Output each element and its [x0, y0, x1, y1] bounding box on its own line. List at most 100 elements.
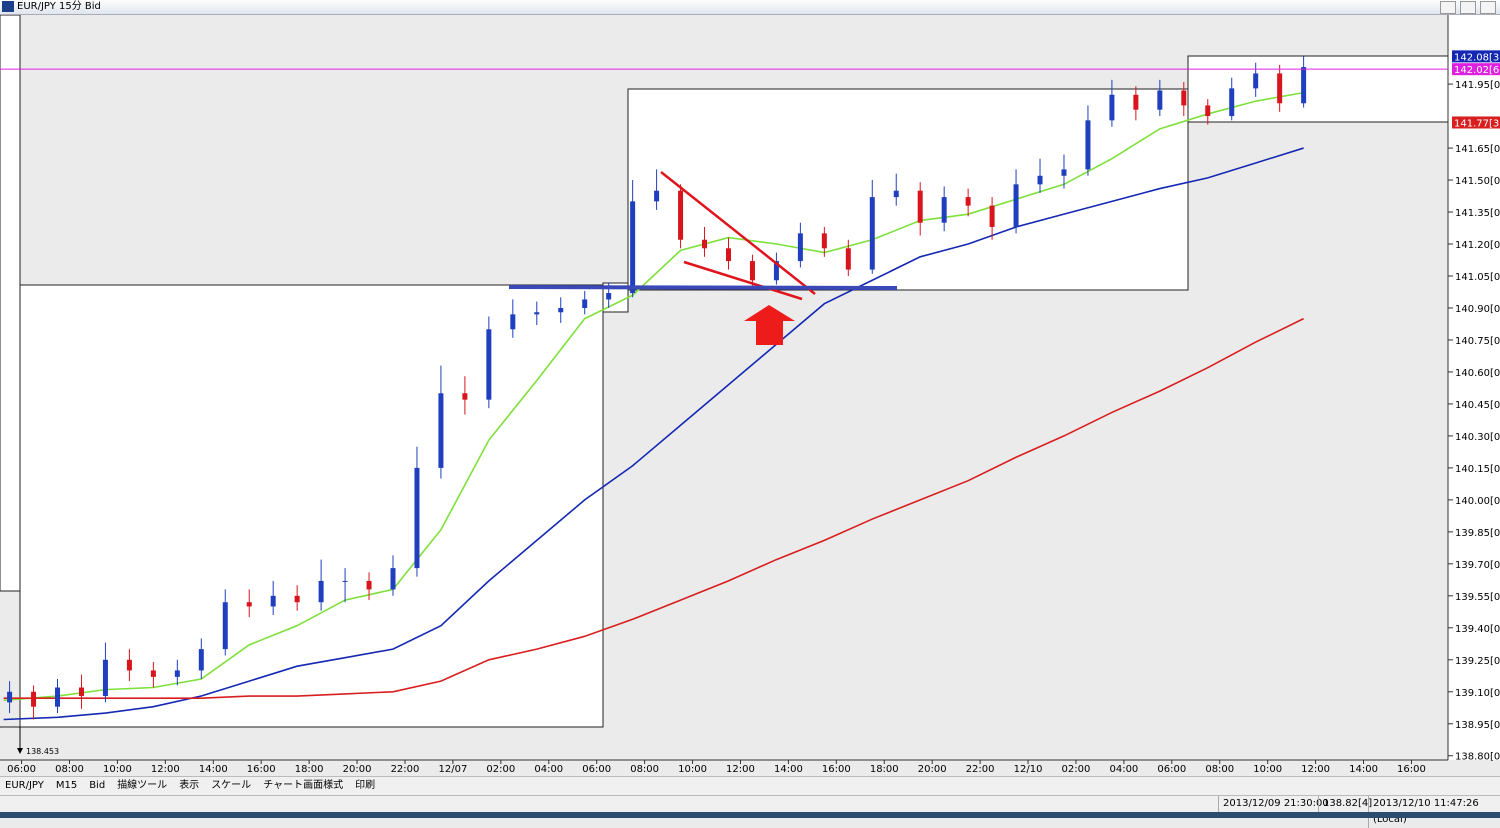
arrow	[744, 305, 795, 345]
y-tick-label: 141.20[0]	[1455, 240, 1500, 251]
y-tick-label: 140.45[0]	[1455, 400, 1500, 411]
maximize-button[interactable]	[1460, 1, 1476, 14]
toolbar-item[interactable]: M15	[55, 780, 78, 791]
price-tag-label: 141.77[3	[1454, 118, 1499, 129]
session-box	[0, 15, 21, 592]
candle-body	[270, 595, 276, 607]
candle-body	[102, 659, 108, 697]
candle-body	[1301, 67, 1307, 104]
candle-body	[438, 393, 444, 468]
status-field: 138.82[4]	[1318, 796, 1372, 812]
toolbar-item[interactable]: Bid	[89, 780, 106, 791]
candle-body	[174, 670, 180, 677]
candle-body	[893, 190, 899, 198]
candle-body	[222, 602, 228, 650]
x-tick-label: 10:00	[1253, 764, 1282, 775]
low-marker	[17, 748, 23, 754]
toolbar-item[interactable]: 描線ツール	[117, 780, 168, 791]
y-tick-label: 140.00[0]	[1455, 496, 1500, 507]
toolbar: EUR/JPY M15 Bid 描線ツール 表示 スケール チャート画面様式 印刷	[0, 776, 1500, 796]
candle-body	[773, 261, 779, 281]
close-button[interactable]	[1480, 1, 1496, 14]
status-field: 2013/12/09 21:30:00	[1218, 796, 1329, 812]
y-tick-label: 141.35[0]	[1455, 208, 1500, 219]
trend-line	[683, 260, 803, 301]
moving-average	[3, 317, 1304, 699]
x-tick-label: 14:00	[1349, 764, 1378, 775]
candle-body	[606, 293, 612, 300]
candle-body	[678, 190, 684, 240]
candle-body	[582, 299, 588, 308]
candle-body	[1013, 184, 1019, 227]
toolbar-item[interactable]: 印刷	[355, 780, 376, 791]
candle-body	[1085, 120, 1091, 170]
x-tick-label: 22:00	[966, 764, 995, 775]
y-tick-label: 138.95[0]	[1455, 720, 1500, 731]
minimize-button[interactable]	[1440, 1, 1456, 14]
x-tick-label: 16:00	[1397, 764, 1426, 775]
y-tick-label: 140.90[0]	[1455, 304, 1500, 315]
candle-body	[1133, 94, 1139, 110]
candle-body	[486, 329, 492, 400]
candle-body	[749, 261, 755, 281]
candle-body	[1229, 88, 1235, 117]
candle-body	[1061, 169, 1067, 176]
candle-body	[797, 233, 803, 262]
x-tick-label: 08:00	[1205, 764, 1234, 775]
candle-body	[917, 190, 923, 223]
candle-body	[366, 580, 372, 590]
x-tick-label: 18:00	[295, 764, 324, 775]
price-tag	[1452, 63, 1500, 76]
x-tick-label: 12:00	[1301, 764, 1330, 775]
candle-body	[1109, 94, 1115, 121]
toolbar-item[interactable]: チャート画面様式	[263, 780, 344, 791]
candle-body	[654, 190, 660, 202]
x-tick-label: 02:00	[486, 764, 515, 775]
candle-body	[869, 197, 875, 270]
toolbar-item[interactable]: 表示	[179, 780, 200, 791]
x-tick-label: 14:00	[774, 764, 803, 775]
y-tick-label: 139.40[0]	[1455, 624, 1500, 635]
x-tick-label: 04:00	[534, 764, 563, 775]
x-tick-label: 10:00	[103, 764, 132, 775]
x-tick-label: 16:00	[822, 764, 851, 775]
session-box	[1187, 55, 1449, 123]
candle-body	[78, 687, 84, 697]
price-tag	[1452, 116, 1500, 129]
toolbar-item[interactable]: EUR/JPY	[5, 780, 44, 791]
y-tick-label: 140.15[0]	[1455, 464, 1500, 475]
x-tick-label: 12/07	[438, 764, 467, 775]
session-boxes	[0, 15, 1449, 728]
candle-body	[534, 312, 540, 315]
x-tick-label: 02:00	[1062, 764, 1091, 775]
x-tick-label: 12:00	[726, 764, 755, 775]
candle-body	[1181, 90, 1187, 106]
plot	[0, 56, 1448, 721]
candle-body	[318, 580, 324, 603]
price-tag	[1452, 50, 1500, 63]
y-tick-label: 141.65[0]	[1455, 144, 1500, 155]
candle-body	[1157, 90, 1163, 110]
y-tick-label: 139.55[0]	[1455, 592, 1500, 603]
price-axis	[1448, 15, 1500, 760]
y-tick-label: 141.95[0]	[1455, 80, 1500, 91]
taskbar	[0, 812, 1500, 818]
candle-body	[462, 393, 468, 400]
x-tick-label: 14:00	[199, 764, 228, 775]
y-tick-label: 138.80[0]	[1455, 752, 1500, 763]
candle-body	[246, 602, 252, 607]
session-box	[19, 284, 604, 728]
candle-body	[198, 649, 204, 671]
window-title: EUR/JPY 15分 Bid	[17, 1, 101, 12]
price-tag-label: 142.02[6	[1454, 65, 1499, 76]
x-tick-label: 20:00	[343, 764, 372, 775]
y-tick-label: 141.50[0]	[1455, 176, 1500, 187]
y-tick-label: 139.25[0]	[1455, 656, 1500, 667]
price-tag-label: 142.08[3	[1454, 52, 1499, 63]
y-tick-label: 140.60[0]	[1455, 368, 1500, 379]
candle-body	[965, 197, 971, 206]
toolbar-item[interactable]: スケール	[211, 780, 252, 791]
candle-body	[1205, 105, 1211, 117]
x-tick-label: 12:00	[151, 764, 180, 775]
y-tick-label: 139.10[0]	[1455, 688, 1500, 699]
